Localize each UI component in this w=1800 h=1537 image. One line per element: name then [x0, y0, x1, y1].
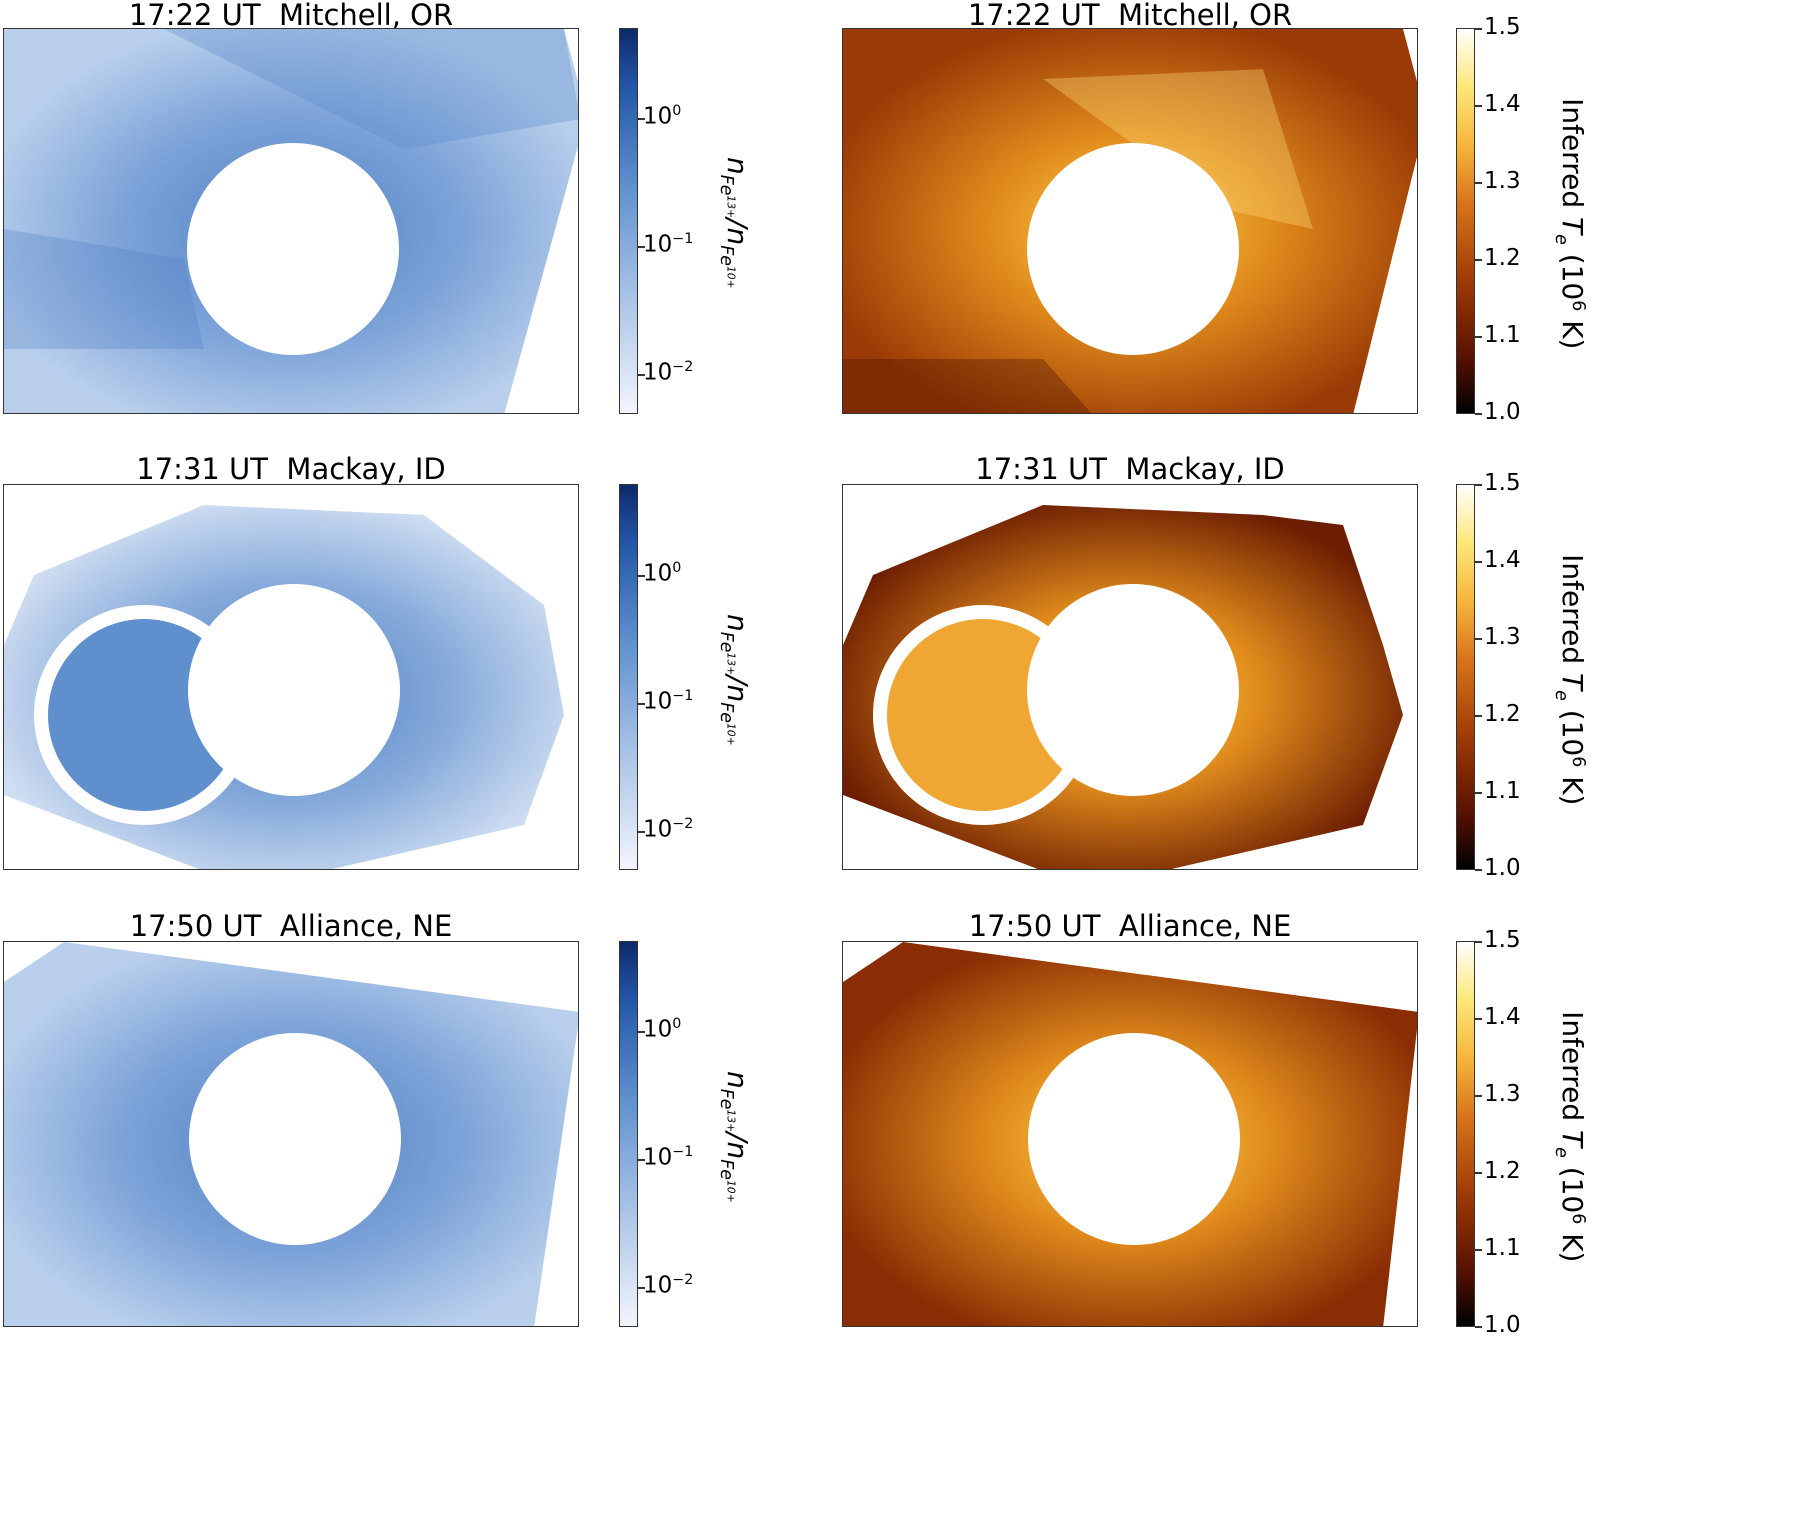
- temp-tick-label: 1.4: [1484, 1004, 1521, 1030]
- temp-tick-label: 1.4: [1484, 547, 1521, 573]
- temp-tick: [1475, 638, 1482, 640]
- temp-tick-label: 1.5: [1484, 470, 1521, 496]
- left-title-row1: 17:22 UT Mitchell, OR: [128, 0, 454, 32]
- ratio-tick: [638, 831, 645, 833]
- ratio-tick-label: 100: [643, 1016, 682, 1043]
- ratio-tick: [638, 1287, 645, 1289]
- ratio-colorbar-label: nFe13+/nFe10+: [716, 156, 754, 289]
- temp-tick: [1475, 182, 1482, 184]
- temp-tick-label: 1.0: [1484, 855, 1521, 881]
- ratio-tick: [638, 374, 645, 376]
- ratio-tick: [638, 118, 645, 120]
- temp-tick: [1475, 1018, 1482, 1020]
- right-title-row2: 17:31 UT Mackay, ID: [975, 452, 1285, 486]
- temperature-colorbar-label: Inferred Te (106 K): [1551, 98, 1589, 350]
- temp-tick-label: 1.5: [1484, 14, 1521, 40]
- temp-tick: [1475, 792, 1482, 794]
- ratio-colorbar-row2: [619, 484, 638, 870]
- temp-tick-label: 1.0: [1484, 1312, 1521, 1338]
- temp-tick: [1475, 941, 1482, 943]
- temp-tick-label: 1.3: [1484, 1081, 1521, 1107]
- temperature-colorbar-row1: [1456, 28, 1475, 414]
- ratio-tick: [638, 575, 645, 577]
- temp-tick: [1475, 484, 1482, 486]
- temperature-colorbar-label: Inferred Te (106 K): [1551, 1011, 1589, 1263]
- ratio-tick-label: 10−2: [643, 1272, 694, 1299]
- ratio-tick: [638, 1031, 645, 1033]
- temp-tick-label: 1.1: [1484, 322, 1521, 348]
- temp-tick-label: 1.5: [1484, 927, 1521, 953]
- ratio-image-row1: [3, 28, 579, 414]
- temperature-colorbar-row3: [1456, 941, 1475, 1327]
- temperature-image-row3: [842, 941, 1418, 1327]
- left-title-row2: 17:31 UT Mackay, ID: [136, 452, 446, 486]
- temp-tick-label: 1.4: [1484, 91, 1521, 117]
- temp-tick: [1475, 869, 1482, 871]
- temp-tick: [1475, 105, 1482, 107]
- ratio-colorbar-label: nFe13+/nFe10+: [716, 1070, 754, 1203]
- temp-tick: [1475, 413, 1482, 415]
- temp-tick: [1475, 336, 1482, 338]
- ratio-tick-label: 10−1: [643, 231, 694, 258]
- temp-tick: [1475, 259, 1482, 261]
- temp-tick: [1475, 1172, 1482, 1174]
- ratio-tick: [638, 1159, 645, 1161]
- ratio-colorbar-row1: [619, 28, 638, 414]
- ratio-tick-label: 10−1: [643, 688, 694, 715]
- ratio-tick-label: 100: [643, 560, 682, 587]
- ratio-tick-label: 10−2: [643, 816, 694, 843]
- temp-tick-label: 1.3: [1484, 168, 1521, 194]
- temp-tick: [1475, 28, 1482, 30]
- temp-tick-label: 1.1: [1484, 1235, 1521, 1261]
- ratio-colorbar-label: nFe13+/nFe10+: [716, 613, 754, 746]
- temperature-image-row2: [842, 484, 1418, 870]
- temperature-colorbar-label: Inferred Te (106 K): [1551, 554, 1589, 806]
- ratio-tick-label: 10−2: [643, 359, 694, 386]
- ratio-image-row2: [3, 484, 579, 870]
- ratio-tick-label: 10−1: [643, 1144, 694, 1171]
- ratio-tick: [638, 703, 645, 705]
- temp-tick-label: 1.3: [1484, 624, 1521, 650]
- temp-tick-label: 1.0: [1484, 399, 1521, 425]
- temperature-image-row1: [842, 28, 1418, 414]
- ratio-colorbar-row3: [619, 941, 638, 1327]
- ratio-tick: [638, 246, 645, 248]
- temp-tick: [1475, 561, 1482, 563]
- temp-tick: [1475, 1249, 1482, 1251]
- right-title-row1: 17:22 UT Mitchell, OR: [967, 0, 1293, 32]
- temp-tick-label: 1.2: [1484, 245, 1521, 271]
- ratio-tick-label: 100: [643, 103, 682, 130]
- ratio-image-row3: [3, 941, 579, 1327]
- temp-tick-label: 1.1: [1484, 778, 1521, 804]
- temp-tick: [1475, 715, 1482, 717]
- temperature-colorbar-row2: [1456, 484, 1475, 870]
- temp-tick-label: 1.2: [1484, 701, 1521, 727]
- left-title-row3: 17:50 UT Alliance, NE: [129, 909, 453, 943]
- temp-tick-label: 1.2: [1484, 1158, 1521, 1184]
- temp-tick: [1475, 1095, 1482, 1097]
- temp-tick: [1475, 1326, 1482, 1328]
- right-title-row3: 17:50 UT Alliance, NE: [968, 909, 1292, 943]
